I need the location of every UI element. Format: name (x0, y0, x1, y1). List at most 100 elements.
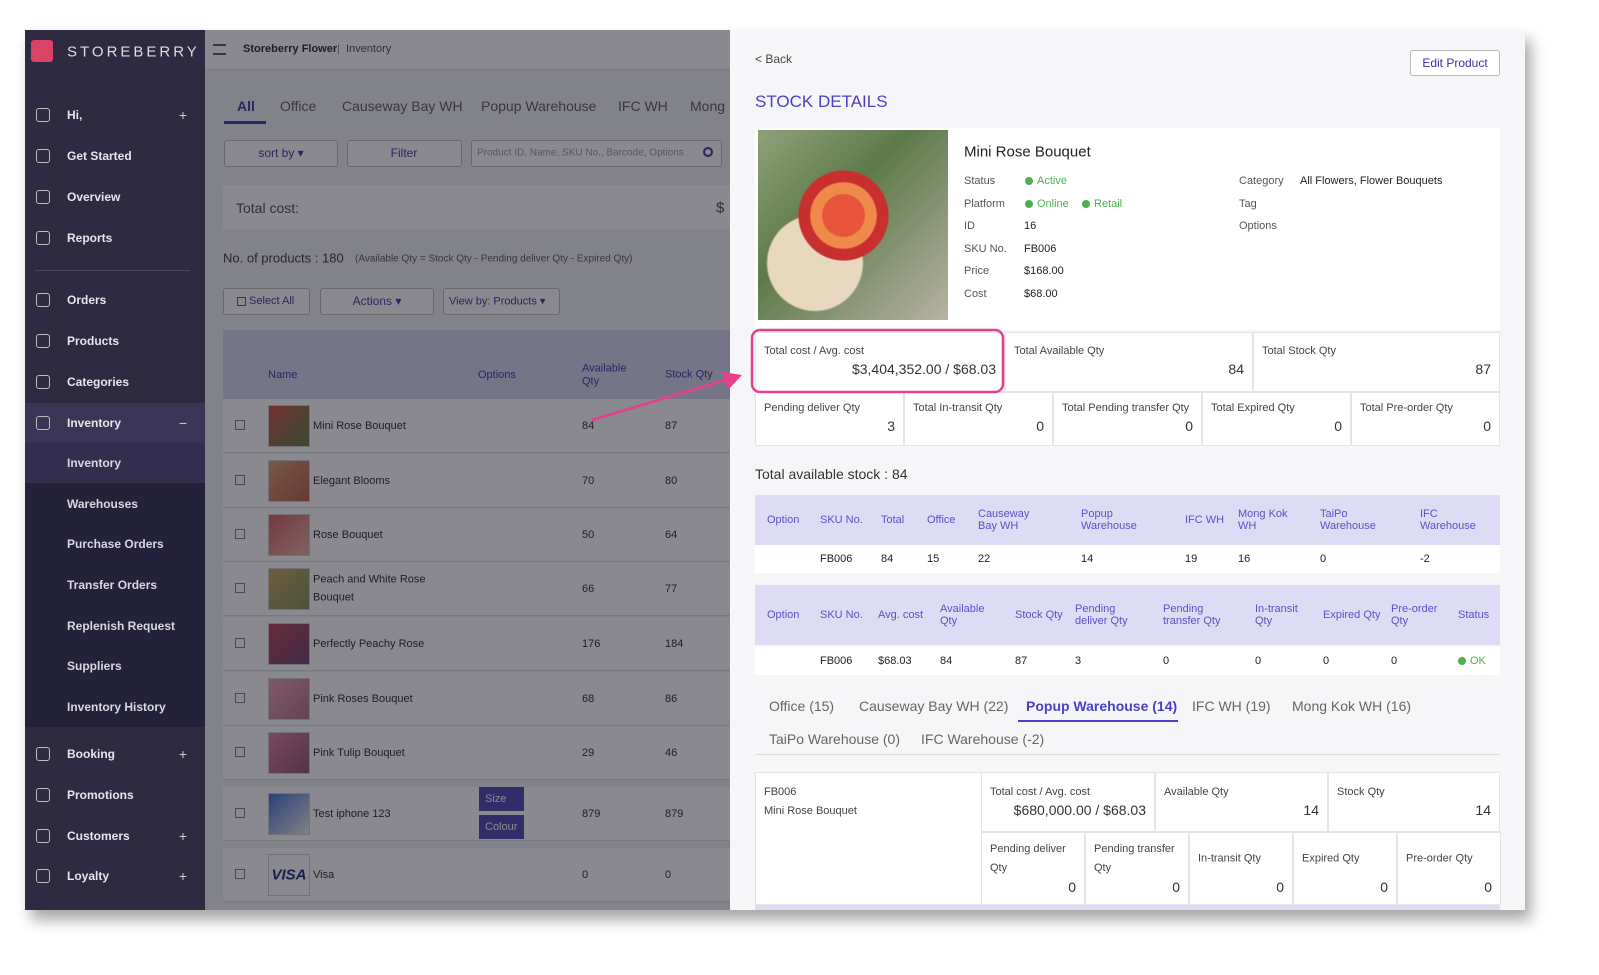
summary-cell-label: Total Stock Qty (1262, 345, 1336, 357)
table-cell: 15 (927, 553, 940, 565)
field-value: FB006 (1024, 243, 1057, 255)
column-header: SKU No. (820, 608, 863, 621)
summary-cell (1053, 392, 1202, 446)
submenu-item[interactable]: Purchase Orders (67, 537, 164, 551)
field-badge: Retail (1094, 198, 1123, 210)
sidebar-separator (35, 270, 190, 271)
column-header: Option (767, 608, 800, 621)
product-image (758, 130, 948, 320)
summary-cell-value: 84 (1228, 361, 1244, 377)
menu-item[interactable]: Overview (67, 190, 121, 204)
summary-cell (1351, 392, 1500, 446)
warehouse-tab[interactable]: TaiPo Warehouse (0) (769, 731, 900, 747)
field-badge: Online (1037, 198, 1069, 210)
column-header: IFC Warehouse (1420, 507, 1476, 532)
table-cell: 84 (940, 655, 953, 667)
menu-icon (36, 788, 50, 802)
active-tab-underline (1018, 720, 1178, 722)
table-cell: FB006 (820, 655, 853, 667)
summary-cell-value: 0 (1036, 418, 1044, 434)
section-title: STOCK DETAILS (755, 92, 888, 111)
table-cell: 0 (1320, 553, 1327, 565)
card-cell-value: 0 (1276, 879, 1284, 895)
menu-toggle[interactable]: − (178, 415, 188, 431)
card-cell-label: Pre-order Qty (1406, 852, 1473, 865)
column-header: Option (767, 513, 800, 526)
field-label: Tag (1239, 198, 1257, 210)
menu-item[interactable]: Booking (67, 747, 115, 761)
menu-icon (36, 231, 50, 245)
menu-item[interactable]: Hi, (67, 108, 83, 122)
column-header: In-transit Qty (1255, 602, 1298, 627)
column-header: Popup Warehouse (1081, 507, 1137, 532)
menu-toggle[interactable]: + (178, 828, 188, 844)
table-header (755, 585, 1500, 645)
menu-toggle[interactable]: + (178, 868, 188, 884)
menu-icon (36, 149, 50, 163)
warehouse-tab[interactable]: IFC Warehouse (-2) (921, 731, 1045, 747)
column-header: TaiPo Warehouse (1320, 507, 1376, 532)
warehouse-tab[interactable]: Office (15) (769, 698, 835, 714)
field-label: Category (1239, 175, 1284, 187)
menu-item[interactable]: Get Started (67, 149, 132, 163)
submenu-item[interactable]: Replenish Request (67, 619, 176, 633)
card-cell-label: In-transit Qty (1198, 852, 1261, 865)
menu-active-group (25, 403, 205, 443)
table-cell: 87 (1015, 655, 1028, 667)
field-value: $68.00 (1024, 288, 1058, 300)
menu-toggle[interactable]: + (178, 107, 188, 123)
menu-item[interactable]: Reports (67, 231, 113, 245)
brand-name: STOREBERRY (67, 43, 200, 61)
submenu-item[interactable]: Suppliers (67, 659, 122, 673)
summary-cell-label: Total Available Qty (1014, 345, 1105, 357)
table-cell: 16 (1238, 553, 1251, 565)
card-cell-label: Available Qty (1164, 786, 1229, 798)
card-cell-value: 14 (1303, 802, 1319, 818)
warehouse-tab[interactable]: Popup Warehouse (14) (1026, 698, 1178, 714)
card-cell (981, 772, 1155, 832)
column-header: Stock Qty (1015, 608, 1063, 621)
card-cell-value: 14 (1475, 802, 1491, 818)
table-cell: 0 (1255, 655, 1262, 667)
field-label: ID (964, 220, 975, 232)
submenu-item[interactable]: Transfer Orders (67, 578, 158, 592)
menu-item[interactable]: Inventory (67, 416, 122, 430)
menu-icon (36, 869, 50, 883)
menu-icon (36, 190, 50, 204)
warehouse-tab[interactable]: Causeway Bay WH (22) (859, 698, 1009, 714)
card-cell (1155, 772, 1328, 832)
card-cell (1328, 772, 1500, 832)
warehouse-tab[interactable]: Mong Kok WH (16) (1292, 698, 1412, 714)
summary-cell-label: Total cost / Avg. cost (764, 345, 865, 357)
card-cell (1293, 832, 1397, 905)
card-cell-value: 0 (1380, 879, 1388, 895)
submenu-item[interactable]: Inventory (67, 456, 122, 470)
menu-item[interactable]: Promotions (67, 788, 134, 802)
column-header: Office (927, 513, 956, 526)
card-cell (1397, 832, 1501, 905)
column-header: Causeway Bay WH (978, 507, 1030, 532)
card-cell-label: Pending deliver Qty (990, 843, 1066, 874)
submenu-item[interactable]: Inventory History (67, 700, 166, 714)
card-cell-label: Expired Qty (1302, 852, 1360, 865)
table-cell: 14 (1081, 553, 1094, 565)
menu-item[interactable]: Loyalty (67, 869, 110, 883)
menu-icon (36, 747, 50, 761)
warehouse-tab[interactable]: IFC WH (19) (1192, 698, 1271, 714)
menu-toggle[interactable]: + (178, 746, 188, 762)
submenu-item[interactable]: Warehouses (67, 497, 138, 511)
field-value: 16 (1024, 220, 1037, 232)
available-stock: Total available stock : 84 (755, 466, 908, 482)
card-cell-value: $680,000.00 / $68.03 (1013, 802, 1146, 818)
back-link[interactable]: < Back (755, 52, 793, 66)
status-dot (1458, 657, 1466, 665)
list-dim-overlay (205, 30, 730, 910)
column-header: Expired Qty (1323, 608, 1381, 621)
menu-item[interactable]: Products (67, 334, 120, 348)
menu-item[interactable]: Customers (67, 829, 130, 843)
menu-item[interactable]: Orders (67, 293, 107, 307)
edit-button[interactable] (1410, 50, 1500, 76)
table-row (755, 647, 1500, 675)
menu-item[interactable]: Categories (67, 375, 130, 389)
